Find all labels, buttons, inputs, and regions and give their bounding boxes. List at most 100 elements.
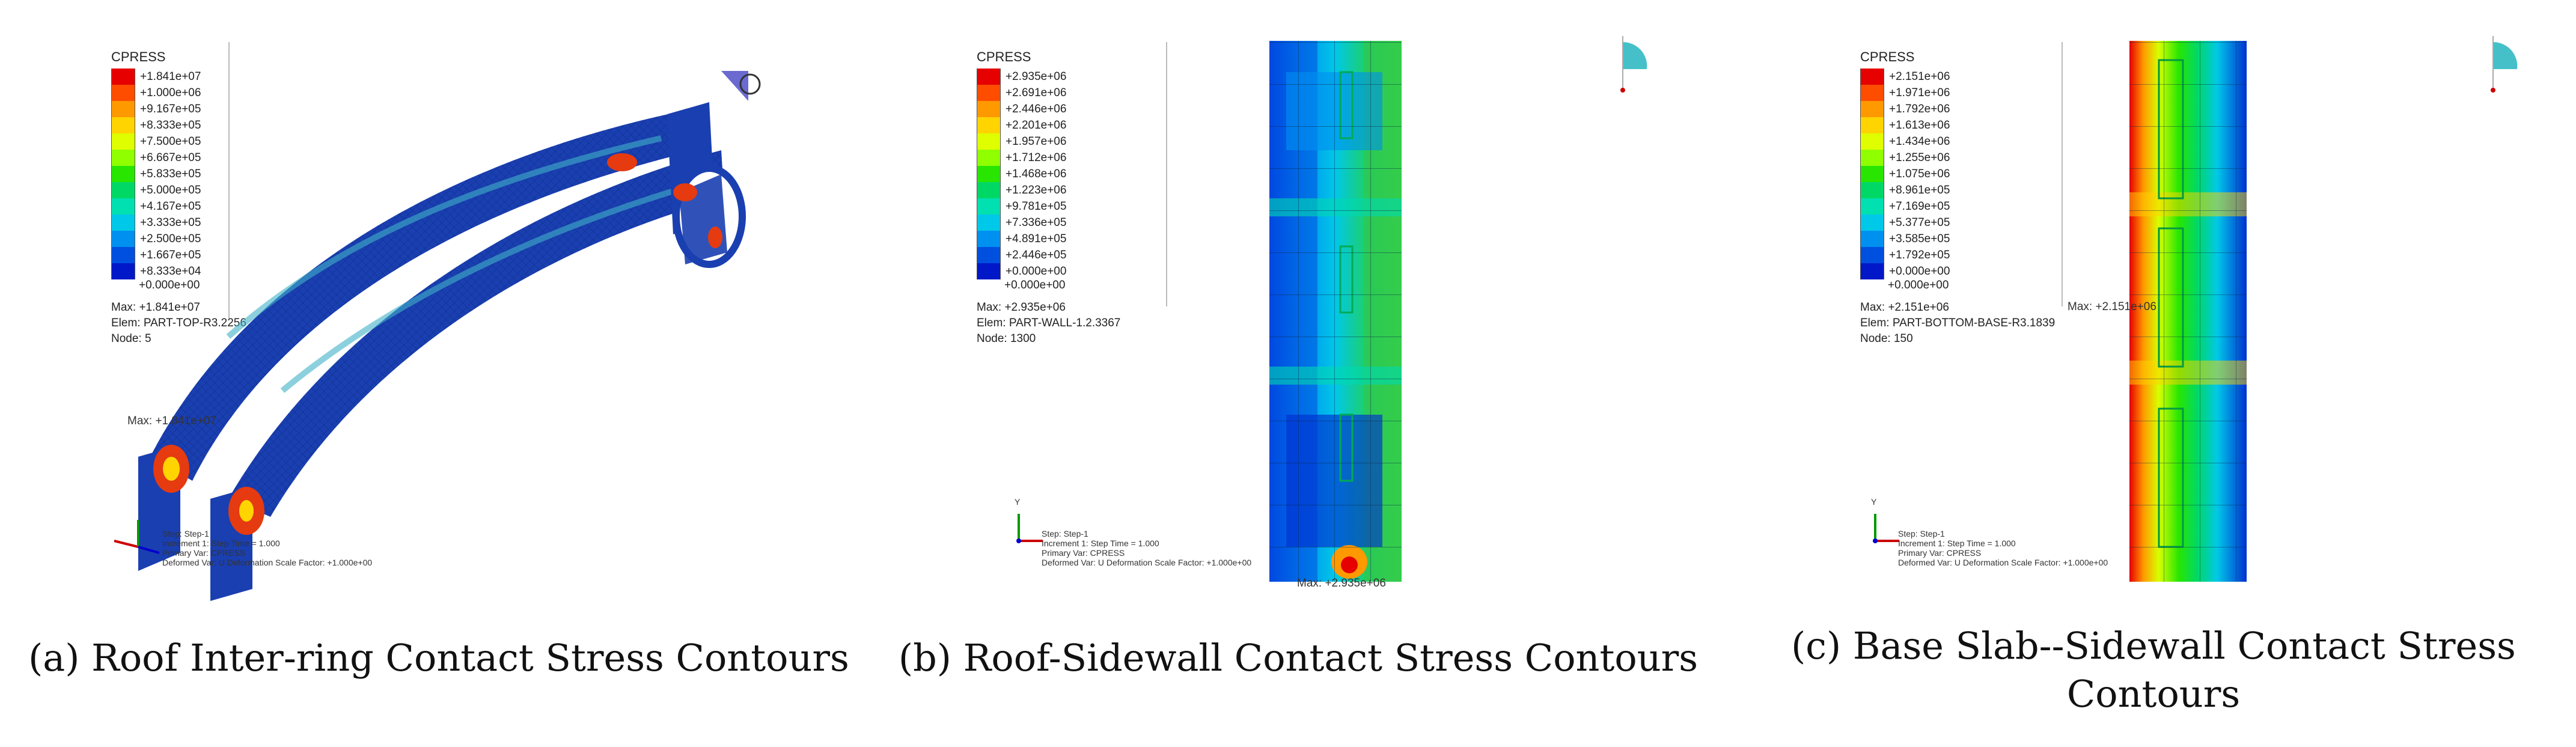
legend-value: +7.336e+05 xyxy=(1006,216,1067,229)
legend-swatch xyxy=(111,85,135,101)
legend-value: +9.167e+05 xyxy=(140,102,201,115)
legend-value: +1.712e+06 xyxy=(1006,151,1067,164)
legend-swatch xyxy=(1860,263,1884,279)
legend-swatch xyxy=(977,263,1001,279)
legend-band: +7.500e+05 xyxy=(111,133,246,150)
caption-a: (a) Roof Inter-ring Contact Stress Conto… xyxy=(28,636,849,680)
deformed-var-line: Deformed Var: U Deformation Scale Factor… xyxy=(162,558,373,567)
legend-band: +0.000e+00 xyxy=(1860,263,2055,279)
legend-value: +0.000e+00 xyxy=(1006,264,1067,278)
legend-band: +1.841e+07 xyxy=(111,69,246,85)
max-tag: Max: +1.841e+07 xyxy=(127,415,216,427)
legend-swatch xyxy=(111,215,135,231)
legend-value: +8.333e+05 xyxy=(140,118,201,132)
legend-band: +1.075e+06 xyxy=(1860,166,2055,182)
legend-band: +3.585e+05 xyxy=(1860,231,2055,247)
axis-triad xyxy=(1016,514,1043,543)
legend-value: +2.500e+05 xyxy=(140,232,201,245)
legend-band: +1.712e+06 xyxy=(977,150,1120,166)
axis-y-label: Y xyxy=(1015,497,1021,507)
step-info: Step: Step-1 Increment 1: Step Time = 1.… xyxy=(1898,529,2108,567)
legend-value: +0.000e+00 xyxy=(1888,279,1949,291)
legend-swatch xyxy=(111,133,135,150)
legend-roof-inter-ring: CPRESS +1.841e+07 +1.000e+06 +9.167e+05 +8.3… xyxy=(111,49,246,347)
step-line: Step: Step-1 xyxy=(1042,529,1088,538)
legend-band: +6.667e+05 xyxy=(111,150,246,166)
legend-band: +5.833e+05 xyxy=(111,166,246,182)
legend-title: CPRESS xyxy=(977,49,1031,64)
legend-value: +7.169e+05 xyxy=(1889,200,1950,213)
legend-value: +1.667e+05 xyxy=(140,248,201,261)
increment-line: Increment 1: Step Time = 1.000 xyxy=(1898,538,2016,548)
legend-swatch xyxy=(977,133,1001,150)
legend-value: +1.957e+06 xyxy=(1006,135,1067,148)
legend-band: +9.781e+05 xyxy=(977,198,1120,215)
primary-var-line: Primary Var: CPRESS xyxy=(1042,548,1125,558)
legend-band: +2.691e+06 xyxy=(977,85,1120,101)
legend-value: +1.434e+06 xyxy=(1889,135,1950,148)
step-line: Step: Step-1 xyxy=(1898,529,1945,538)
node-line: Node: 5 xyxy=(111,332,151,345)
legend-value: +7.500e+05 xyxy=(140,135,201,148)
legend-swatch xyxy=(977,101,1001,117)
legend-band: +5.377e+05 xyxy=(1860,215,2055,231)
legend-value: +5.000e+05 xyxy=(140,183,201,197)
legend-value: +3.333e+05 xyxy=(140,216,201,229)
legend-extrema: Max: +2.151e+06 Elem: PART-BOTTOM-BASE-R3… xyxy=(1860,300,2055,347)
legend-swatch xyxy=(111,182,135,198)
legend-band: +2.151e+06 xyxy=(1860,69,2055,85)
legend-value: +3.585e+05 xyxy=(1889,232,1950,245)
max-tag: Max: +2.151e+06 xyxy=(2068,300,2156,313)
contour-base-slab-sidewall: Y xyxy=(1871,36,2518,582)
legend-swatch xyxy=(977,231,1001,247)
legend-swatch xyxy=(111,101,135,117)
legend-band: +8.333e+04 xyxy=(111,263,246,279)
legend-band: +0.000e+00 xyxy=(977,263,1120,279)
legend-frame xyxy=(1845,42,2063,306)
legend-value: +1.223e+06 xyxy=(1006,183,1067,197)
legend-swatch xyxy=(977,247,1001,263)
legend-band: +4.167e+05 xyxy=(111,198,246,215)
legend-value: +0.000e+00 xyxy=(139,279,200,291)
panel-roof-inter-ring: CPRESS +1.841e+07 +1.000e+06 +9.167e+05 +8.3… xyxy=(0,0,865,747)
legend-value: +1.468e+06 xyxy=(1006,167,1067,180)
node-line: Node: 150 xyxy=(1860,332,1913,345)
legend-value: +0.000e+00 xyxy=(1004,279,1066,291)
legend-band: +3.333e+05 xyxy=(111,215,246,231)
increment-line: Increment 1: Step Time = 1.000 xyxy=(162,538,280,548)
legend-frame xyxy=(102,42,230,319)
legend-title: CPRESS xyxy=(1860,49,1915,64)
legend-value: +5.377e+05 xyxy=(1889,216,1950,229)
step-line: Step: Step-1 xyxy=(162,529,209,538)
caption-c-line-1: (c) Base Slab--Sidewall Contact Stress xyxy=(1791,624,2516,668)
primary-var-line: Primary Var: CPRESS xyxy=(162,548,246,558)
legend-value: +4.167e+05 xyxy=(140,200,201,213)
legend-swatch xyxy=(111,198,135,215)
legend-band: +1.957e+06 xyxy=(977,133,1120,150)
legend-swatch xyxy=(977,150,1001,166)
legend-band: +2.446e+06 xyxy=(977,101,1120,117)
max-line: Max: +2.935e+06 xyxy=(977,301,1066,314)
legend-value: +1.971e+06 xyxy=(1889,86,1950,99)
legend-swatch xyxy=(111,247,135,263)
max-tag: Max: +2.935e+06 xyxy=(1297,577,1386,590)
legend-swatch xyxy=(111,231,135,247)
legend-swatch xyxy=(1860,69,1884,85)
legend-value: +5.833e+05 xyxy=(140,167,201,180)
step-info: Step: Step-1 Increment 1: Step Time = 1.… xyxy=(162,529,372,567)
contour-roof-inter-ring xyxy=(114,71,761,601)
legend-value: +2.151e+06 xyxy=(1889,70,1950,83)
legend-swatch xyxy=(1860,247,1884,263)
legend-extrema: Max: +1.841e+07 Elem: PART-TOP-R3.2256 Nod… xyxy=(111,300,246,347)
legend-band: +8.961e+05 xyxy=(1860,182,2055,198)
legend-band: +1.223e+06 xyxy=(977,182,1120,198)
legend-value: +8.333e+04 xyxy=(140,264,201,278)
elem-line: Elem: PART-TOP-R3.2256 xyxy=(111,317,246,329)
legend-band: +4.891e+05 xyxy=(977,231,1120,247)
legend-swatch xyxy=(1860,198,1884,215)
legend-swatch xyxy=(977,198,1001,215)
legend-swatch xyxy=(1860,101,1884,117)
increment-line: Increment 1: Step Time = 1.000 xyxy=(1042,538,1159,548)
legend-swatch xyxy=(977,85,1001,101)
legend-value: +1.255e+06 xyxy=(1889,151,1950,164)
